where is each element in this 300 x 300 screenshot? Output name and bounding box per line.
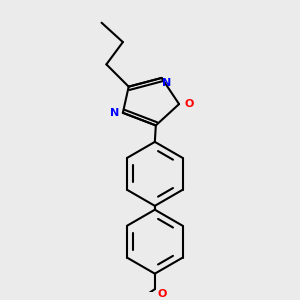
Text: O: O (184, 99, 194, 109)
Text: O: O (158, 289, 167, 299)
Text: N: N (162, 78, 171, 88)
Text: N: N (110, 108, 120, 118)
